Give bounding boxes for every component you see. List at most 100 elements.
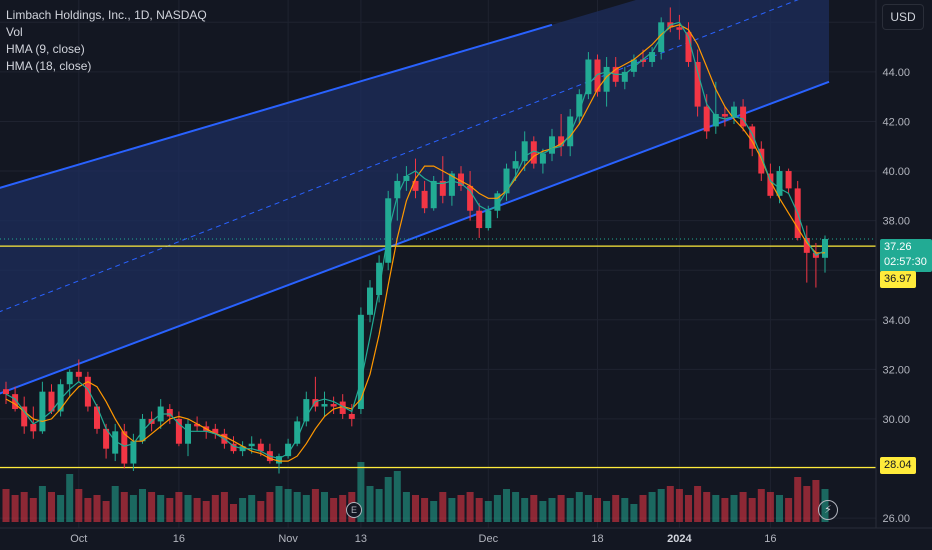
candle-body — [630, 59, 637, 72]
earnings-marker[interactable]: E — [346, 502, 362, 518]
volume-bar — [57, 495, 65, 522]
candle-body — [485, 210, 492, 229]
candle-body — [194, 423, 201, 427]
legend-vol[interactable]: Vol — [6, 25, 23, 39]
channel-fill — [0, 0, 829, 394]
volume-bar — [512, 492, 520, 522]
price-tick-label: 40.00 — [882, 166, 910, 178]
candle-body — [767, 173, 774, 196]
volume-bar — [102, 501, 110, 522]
last-price-value: 37.26 — [884, 241, 912, 253]
candle-body — [66, 371, 73, 385]
channel-middle-line — [0, 0, 799, 313]
volume-bar — [129, 495, 137, 522]
volume-bar — [630, 504, 638, 522]
volume-bar — [148, 492, 156, 522]
legend-hma18[interactable]: HMA (18, close) — [6, 59, 92, 73]
volume-bar — [175, 492, 183, 522]
candle-body — [649, 52, 656, 62]
symbol-title[interactable]: Limbach Holdings, Inc., 1D, NASDAQ — [6, 8, 207, 22]
volume-bar — [703, 492, 711, 522]
volume-bar — [557, 495, 565, 522]
candle-body — [721, 114, 728, 117]
volume-bar — [38, 486, 46, 522]
candle-body — [539, 153, 546, 164]
candle-body — [549, 136, 555, 154]
volume-bar — [11, 495, 19, 522]
volume-bar — [794, 477, 802, 522]
candle-body — [530, 141, 537, 164]
time-tick-label: Oct — [70, 533, 87, 545]
volume-bar — [539, 501, 547, 522]
volume-bar — [120, 492, 128, 522]
volume-bar — [666, 486, 674, 522]
candle-body — [676, 27, 683, 30]
volume-bar — [239, 498, 247, 522]
volume-bar — [712, 495, 720, 522]
hma-lines — [5, 21, 826, 462]
candle-body — [558, 136, 565, 147]
candle-body — [594, 59, 601, 92]
candle-body — [166, 409, 173, 417]
candle-body — [339, 401, 346, 414]
volume-bar — [184, 495, 192, 522]
candle-body — [139, 418, 146, 442]
volume-bar — [266, 492, 274, 522]
volume-bar — [275, 486, 283, 522]
candle-body — [257, 443, 264, 452]
volume-bar — [284, 489, 292, 522]
volume-bar — [29, 498, 37, 522]
volume-bar — [439, 492, 447, 522]
time-tick-label: 16 — [173, 533, 185, 545]
volume-bar — [575, 492, 583, 522]
volume-bar — [603, 501, 611, 522]
price-tick-label: 32.00 — [882, 364, 910, 376]
volume-bar — [803, 486, 811, 522]
candle-body — [294, 421, 301, 444]
volume-bar — [475, 498, 483, 522]
legend-hma9[interactable]: HMA (9, close) — [6, 42, 85, 56]
candle-body — [448, 173, 455, 196]
candle-body — [212, 428, 219, 434]
candle-body — [48, 391, 55, 412]
currency-button[interactable]: USD — [882, 4, 924, 30]
candle-body — [276, 456, 282, 464]
price-tick-label: 38.00 — [882, 216, 910, 228]
candle-body — [130, 441, 137, 464]
candle-body — [94, 406, 100, 429]
horizontal-lines — [0, 238, 876, 469]
volume-bar — [721, 498, 729, 522]
volume-bar — [430, 501, 438, 522]
candle-body — [731, 106, 737, 117]
volume-bar — [375, 489, 383, 522]
regression-channel — [0, 0, 830, 395]
candle-body — [703, 106, 710, 132]
alert-bolt-icon[interactable]: ⚡ — [818, 500, 838, 520]
candle-body — [57, 384, 64, 412]
volume-bar — [339, 495, 347, 522]
volume-bar — [139, 489, 146, 522]
candle-body — [403, 176, 410, 181]
volume-bar — [220, 492, 228, 522]
candle-body — [621, 71, 628, 82]
candle-body — [285, 443, 292, 457]
candle-body — [749, 126, 756, 149]
candle-body — [521, 141, 528, 162]
candle-body — [576, 94, 583, 117]
volume-bar — [211, 495, 219, 522]
time-tick-label: Dec — [479, 533, 499, 545]
candle-body — [822, 238, 828, 258]
candle-body — [303, 399, 310, 422]
candle-body — [230, 443, 237, 452]
volume-bar — [48, 492, 55, 522]
candle-body — [412, 180, 419, 191]
time-tick-label: 16 — [764, 533, 776, 545]
candle-body — [84, 376, 91, 407]
volume-bar — [402, 492, 410, 522]
candle-body — [376, 262, 383, 295]
volume-bar — [248, 495, 256, 522]
volume-bar — [657, 489, 665, 522]
candle-body — [21, 406, 28, 427]
candle-body — [803, 237, 810, 253]
